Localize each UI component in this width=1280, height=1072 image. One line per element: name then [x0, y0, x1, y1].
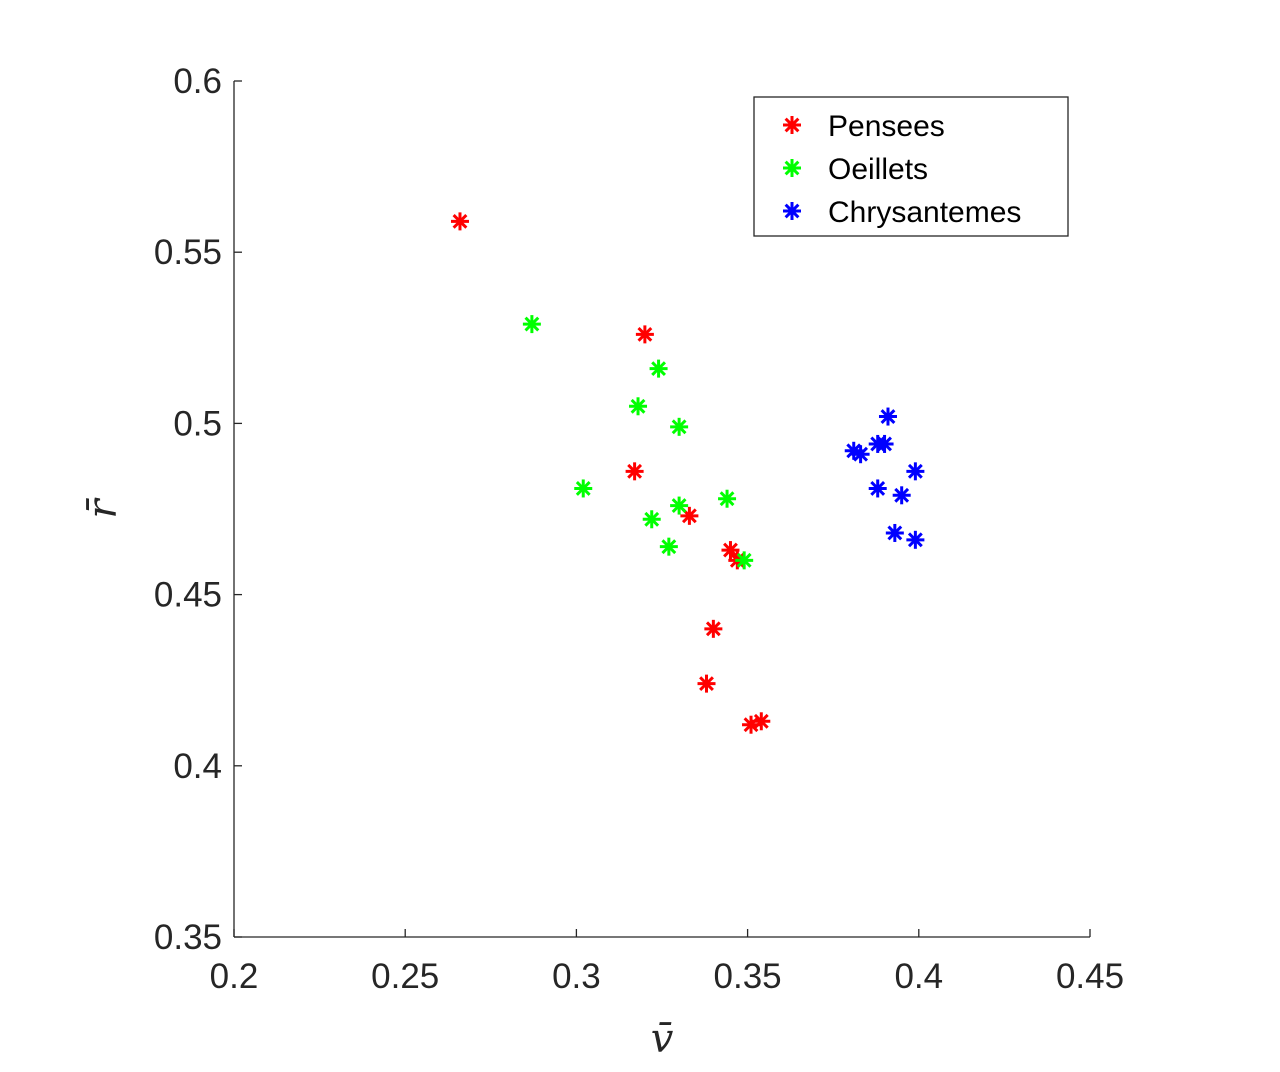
y-tick-label: 0.6 — [173, 62, 222, 101]
data-point — [704, 619, 723, 638]
data-point — [625, 462, 644, 481]
legend-entry: Chrysantemes — [783, 196, 1021, 229]
data-point — [574, 479, 593, 498]
legend-box — [753, 96, 1069, 237]
data-point — [670, 496, 689, 515]
legend-label: Pensees — [828, 110, 945, 143]
x-tick-label: 0.25 — [371, 957, 439, 996]
legend-marker-icon — [783, 202, 801, 220]
data-point — [522, 315, 541, 334]
x-tick-label: 0.2 — [210, 957, 259, 996]
y-tick-label: 0.5 — [173, 404, 222, 443]
data-point — [629, 397, 648, 416]
data-point — [752, 712, 771, 731]
data-point — [868, 479, 887, 498]
y-tick-label: 0.4 — [173, 747, 222, 786]
legend-label: Chrysantemes — [828, 196, 1021, 229]
x-tick-label: 0.35 — [714, 957, 782, 996]
data-point — [635, 325, 654, 344]
data-point — [642, 510, 661, 529]
legend-marker-icon — [783, 159, 801, 177]
x-tick-label: 0.4 — [894, 957, 943, 996]
series-oeillets — [522, 315, 754, 570]
series-pensees — [450, 212, 771, 734]
data-point — [649, 359, 668, 378]
data-point — [721, 541, 740, 560]
data-point — [718, 489, 737, 508]
legend-marker-icon — [783, 116, 801, 134]
data-point — [906, 462, 925, 481]
data-point — [906, 530, 925, 549]
y-axis-label: r̄ — [80, 497, 126, 519]
y-tick-label: 0.55 — [154, 233, 222, 272]
series-chrysantemes — [844, 407, 925, 549]
data-point — [851, 445, 870, 464]
y-tick-label: 0.35 — [154, 918, 222, 957]
x-tick-label: 0.45 — [1056, 957, 1124, 996]
legend-entry: Pensees — [783, 110, 945, 143]
axes — [233, 81, 1090, 938]
x-axis-label: v̄ — [651, 1016, 674, 1062]
y-ticks: 0.35 0.4 0.45 0.5 0.55 0.6 — [154, 62, 242, 957]
data-point — [892, 486, 911, 505]
data-point — [875, 434, 894, 453]
data-point — [670, 417, 689, 436]
legend-entry: Oeillets — [783, 153, 928, 186]
x-tick-label: 0.3 — [552, 957, 601, 996]
data-point — [697, 674, 716, 693]
legend-label: Oeillets — [828, 153, 928, 186]
x-ticks: 0.2 0.25 0.3 0.35 0.4 0.45 — [210, 929, 1124, 996]
y-tick-label: 0.45 — [154, 576, 222, 615]
data-point — [878, 407, 897, 426]
legend: Pensees Oeillets Chrysantemes — [753, 96, 1069, 237]
data-point — [450, 212, 469, 231]
data-points — [450, 212, 925, 734]
data-point — [885, 523, 904, 542]
data-point — [659, 537, 678, 556]
legend-entries: Pensees Oeillets Chrysantemes — [783, 110, 1021, 229]
data-point — [735, 551, 754, 570]
